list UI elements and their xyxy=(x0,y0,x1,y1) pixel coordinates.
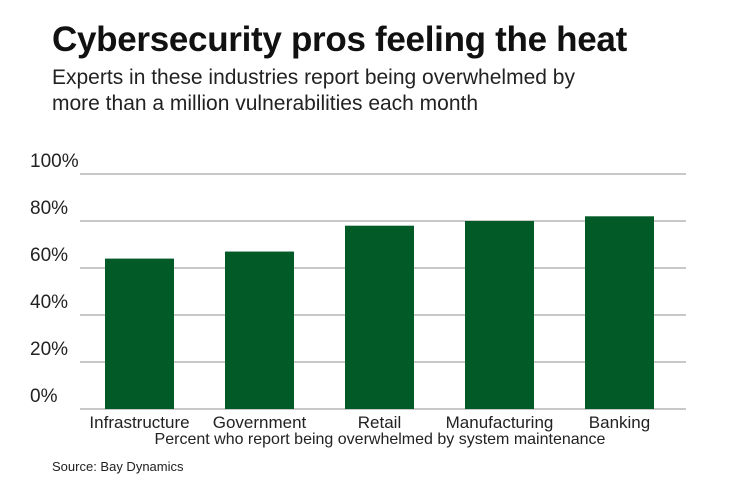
chart-subtitle-line-1: Experts in these industries report being… xyxy=(52,66,575,89)
x-tick-label: Infrastructure xyxy=(89,413,189,432)
x-axis-label: Percent who report being overwhelmed by … xyxy=(154,431,606,448)
source-note: Source: Bay Dynamics xyxy=(52,459,184,474)
x-tick-label: Government xyxy=(213,413,307,432)
bar-government xyxy=(225,251,294,409)
chart-subtitle-line-2: more than a million vulnerabilities each… xyxy=(52,92,479,115)
y-tick-label: 100% xyxy=(30,151,79,172)
y-tick-label: 20% xyxy=(30,339,68,360)
y-tick-label: 60% xyxy=(30,245,68,266)
x-tick-label: Manufacturing xyxy=(446,413,554,432)
chart-title: Cybersecurity pros feeling the heat xyxy=(52,20,627,59)
bar-manufacturing xyxy=(465,221,534,409)
x-tick-label: Retail xyxy=(358,413,401,432)
bar-banking xyxy=(585,216,654,409)
y-tick-label: 0% xyxy=(30,386,58,407)
bar-retail xyxy=(345,225,414,409)
y-tick-label: 40% xyxy=(30,292,68,313)
bar-infrastructure xyxy=(105,258,174,409)
y-tick-label: 80% xyxy=(30,198,68,219)
x-tick-label: Banking xyxy=(589,413,650,432)
